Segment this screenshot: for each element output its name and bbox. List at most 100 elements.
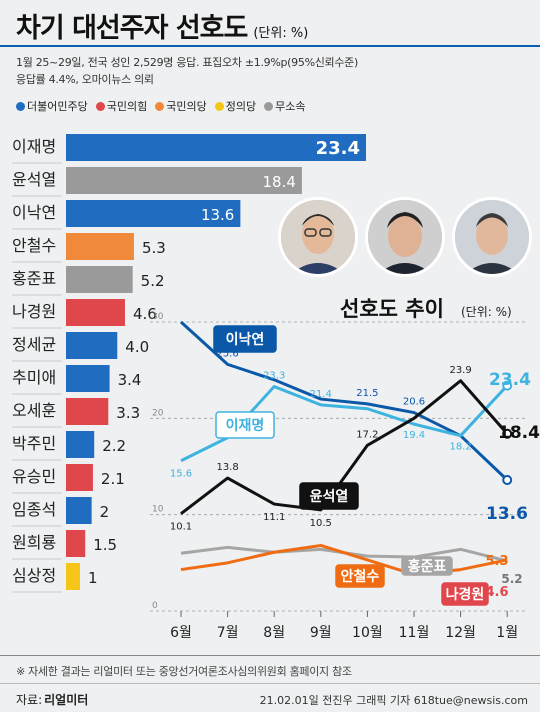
legend-label: 국민의힘 (106, 100, 148, 113)
series-name-label: 홍준표 (408, 558, 447, 575)
candidate-photo-lee-jaemyung (278, 197, 358, 277)
bar-5 (66, 299, 125, 326)
legend-label: 국민의당 (166, 100, 207, 113)
series-name-label: 안철수 (341, 568, 380, 585)
point-label: 15.6 (170, 469, 192, 480)
bar-value-label: 18.4 (262, 173, 295, 191)
bar-value-label: 3.4 (118, 371, 142, 389)
bar-value-label: 1.5 (93, 536, 117, 554)
footer-divider (0, 655, 540, 656)
bar-value-label: 4.0 (125, 338, 149, 356)
x-tick-label: 10월 (352, 625, 383, 641)
x-tick-label: 7월 (217, 625, 239, 641)
legend-item: 정의당 (214, 98, 256, 114)
bar-9 (66, 431, 95, 458)
bar-value-label: 5.2 (141, 272, 165, 290)
bar-value-label: 2.1 (101, 470, 125, 488)
bar-category-label: 유승민 (12, 467, 56, 486)
legend-item: 무소속 (264, 98, 305, 114)
bar-0 (66, 134, 366, 161)
portrait-icon (455, 200, 529, 274)
legend-item: 국민의당 (155, 98, 207, 114)
bar-value-label: 4.6 (133, 305, 157, 323)
series-name-label: 이재명 (226, 417, 265, 434)
point-label: 10.1 (170, 522, 192, 533)
bar-value-label: 23.4 (316, 138, 360, 159)
bar-category-label: 이재명 (12, 137, 56, 156)
bar-value-label: 13.6 (201, 206, 234, 224)
point-label: 13.8 (216, 462, 238, 473)
title-text: 차기 대선주자 선호도 (16, 13, 248, 44)
bar-value-label: 3.3 (116, 404, 140, 422)
trend-title: 선호도 추이 (340, 297, 444, 321)
bar-8 (66, 398, 109, 425)
point-label: 21.5 (356, 388, 378, 399)
series-name-label: 윤석열 (310, 488, 349, 505)
candidate-photo-lee-nakyon (452, 197, 532, 277)
y-tick-label: 20 (152, 408, 164, 418)
series-line-2 (180, 379, 509, 515)
legend-dot (214, 101, 224, 111)
bar-category-label: 홍준표 (12, 269, 56, 288)
bar-value-label: 5.3 (142, 239, 166, 257)
point-label: 18.2 (449, 442, 471, 453)
survey-info-line1: 1월 25~29일, 전국 성인 2,529명 응답. 표집오차 ±1.9%p(… (16, 56, 358, 69)
source-name: 리얼미터 (44, 693, 89, 707)
legend-item: 국민의힘 (95, 98, 148, 114)
y-tick-label: 0 (152, 601, 158, 611)
legend-dot (264, 101, 274, 111)
y-tick-label: 30 (152, 312, 164, 322)
x-tick-label: 9월 (310, 625, 332, 641)
candidate-photo-yoon-seokyeol (365, 197, 445, 277)
bar-10 (66, 464, 93, 491)
series-line-0 (179, 320, 509, 482)
bar-12 (66, 530, 86, 557)
series-line-4 (180, 543, 508, 576)
bar-category-label: 추미애 (12, 368, 56, 387)
bar-4 (66, 266, 133, 293)
series-name-label: 이낙연 (226, 331, 265, 348)
series-end-marker (502, 428, 513, 439)
bar-category-label: 윤석열 (12, 170, 56, 189)
title-unit: (단위: %) (253, 26, 309, 41)
source-divider (0, 683, 540, 684)
series-end-label: 5.2 (501, 572, 522, 586)
series-end-label: 18.4 (498, 423, 540, 443)
point-label: 25.6 (216, 348, 238, 359)
bar-2 (66, 200, 241, 227)
series-name-tag (213, 325, 277, 353)
trend-unit: (단위: %) (461, 305, 512, 319)
source: 자료: 리얼미터 (16, 691, 88, 708)
bar-1 (66, 167, 302, 194)
portrait-icon (281, 200, 355, 274)
point-label: 10.5 (310, 518, 332, 529)
x-tick-label: 11월 (399, 625, 430, 641)
series-name-label: 나경원 (446, 586, 485, 603)
bar-category-label: 나경원 (12, 302, 56, 321)
party-legend: 더불어민주당 국민의힘 국민의당 정의당 무소속 (16, 98, 305, 114)
legend-dot (16, 101, 25, 111)
bar-3 (66, 233, 134, 260)
legend-item: 더불어민주당 (16, 98, 88, 114)
bar-13 (66, 563, 80, 590)
title-divider (0, 45, 540, 47)
bar-category-label: 오세훈 (12, 401, 56, 420)
series-name-tag (335, 564, 385, 588)
legend-dot (95, 101, 105, 111)
bar-category-label: 심상정 (12, 566, 56, 585)
bar-value-label: 2.2 (102, 437, 126, 455)
point-label: 21.4 (310, 389, 332, 400)
bar-value-label: 1 (88, 569, 98, 587)
survey-info-line2: 응답률 4.4%, 오마이뉴스 의뢰 (16, 73, 154, 86)
point-label: 19.4 (403, 430, 425, 441)
series-end-marker (502, 474, 513, 485)
point-label: 20.6 (403, 397, 425, 408)
credit: 21.02.01일 전진우 그래픽 기자 618tue@newsis.com (259, 694, 528, 707)
point-label: 23.3 (263, 371, 285, 382)
legend-label: 무소속 (275, 100, 306, 113)
series-name-tag (215, 411, 275, 439)
bar-category-label: 원희룡 (12, 533, 56, 552)
x-tick-label: 1월 (496, 625, 518, 641)
bar-category-label: 박주민 (12, 434, 56, 453)
